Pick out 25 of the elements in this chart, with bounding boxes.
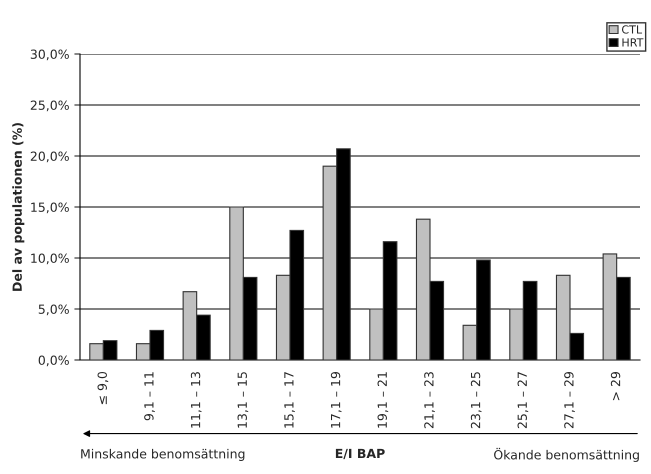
x-tick-label: 23,1 – 25	[470, 372, 482, 428]
y-tick-label: 15,0%	[31, 202, 69, 214]
y-tick-label: 0,0%	[38, 355, 69, 366]
y-tick-label: 25,0%	[30, 100, 69, 112]
x-tick-label: 11,1 – 13	[190, 372, 202, 428]
x-tick-label: 17,1 – 19	[330, 372, 342, 428]
text: Minskande benomsättning	[81, 448, 244, 461]
x-tick-label: > 29	[610, 372, 620, 400]
y-tick-label: 20,0%	[30, 151, 69, 162]
y-tick-label: 10,0%	[31, 253, 69, 264]
x-tick-label: 13,1 – 15	[238, 372, 248, 428]
x-axis-title: E/I BAP	[336, 448, 385, 460]
x-tick-label: 27,1 – 29	[564, 372, 575, 428]
x-tick-label: 25,1 – 27	[518, 372, 528, 428]
x-tick-label: 21,1 – 23	[424, 372, 435, 428]
x-tick-label: 15,1 – 17	[284, 372, 295, 428]
legend-label: CTL	[622, 25, 642, 34]
x-tick-label: 19,1 – 21	[378, 372, 388, 428]
y-tick-label: 30,0%	[30, 49, 69, 60]
y-axis-title: Del av populationen (%)	[12, 123, 24, 291]
y-tick-label: 5,0%	[38, 304, 69, 316]
x-tick-label: 9,1 – 11	[144, 372, 155, 420]
text: Ökande benomsättning	[494, 448, 639, 462]
legend-label: HRT	[622, 38, 644, 46]
x-tick-label: ≤ 9,0	[98, 372, 108, 404]
